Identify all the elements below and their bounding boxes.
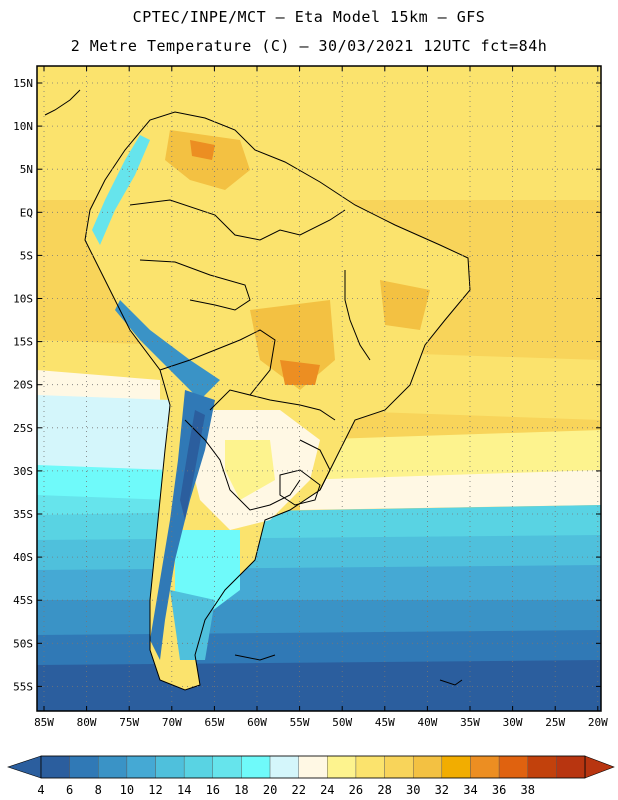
longitude-label: 70W (162, 716, 182, 729)
temperature-field (37, 66, 601, 711)
latitude-label: 15N (13, 77, 33, 90)
colorbar-label: 24 (320, 783, 334, 797)
latitude-label: 55S (13, 680, 33, 693)
longitude-label: 75W (119, 716, 139, 729)
latitude-label: 35S (13, 508, 33, 521)
colorbar-swatch (155, 755, 185, 779)
colorbar-high-arrow (584, 755, 615, 779)
colorbar-label: 34 (463, 783, 477, 797)
colorbar-labels: 4 6 8 10 12 14 16 18 20 22 24 26 28 30 32 34 36 38 (37, 783, 535, 797)
longitude-label: 80W (77, 716, 97, 729)
colorbar-swatch (298, 755, 328, 779)
latitude-label: 45S (13, 594, 33, 607)
map-frame (36, 65, 602, 712)
colorbar-swatch (470, 755, 500, 779)
colorbar-swatch (527, 755, 557, 779)
latitude-label: 40S (13, 551, 33, 564)
colorbar-swatch (183, 755, 213, 779)
colorbar-label: 6 (66, 783, 73, 797)
colorbar-label: 36 (492, 783, 506, 797)
colorbar-swatch (441, 755, 471, 779)
colorbar-swatch (498, 755, 528, 779)
latitude-label: 50S (13, 637, 33, 650)
colorbar-label: 8 (95, 783, 102, 797)
colorbar-label: 30 (406, 783, 420, 797)
map-gridlines (37, 66, 601, 711)
longitude-label: 55W (290, 716, 310, 729)
colorbar-swatch (556, 755, 586, 779)
longitude-label: 20W (588, 716, 608, 729)
longitude-label: 35W (460, 716, 480, 729)
longitude-label: 65W (204, 716, 224, 729)
colorbar-label: 38 (520, 783, 534, 797)
colorbar-label: 16 (206, 783, 220, 797)
latitude-label: 30S (13, 465, 33, 478)
latitude-label: 15S (13, 336, 33, 349)
map-title-line-2: 2 Metre Temperature (C) – 30/03/2021 12U… (70, 37, 548, 55)
latitude-label: EQ (20, 206, 33, 219)
latitude-label: 20S (13, 379, 33, 392)
colorbar-swatch (40, 755, 70, 779)
longitude-label: 60W (247, 716, 267, 729)
longitude-labels: 85W 80W 75W 70W 65W 60W 55W 50W 45W 40W 35W 30W 25W 2… (34, 716, 608, 729)
colorbar-label: 28 (377, 783, 391, 797)
political-boundaries (44, 89, 471, 691)
longitude-label: 30W (503, 716, 523, 729)
latitude-label: 5S (20, 249, 33, 262)
colorbar-swatch (98, 755, 128, 779)
latitude-label: 10S (13, 293, 33, 306)
latitude-labels: 15N 10N 5N EQ 5S 10S 15S 20S 25S 30S 35S 40S 45S 50S 5… (13, 77, 33, 693)
colorbar-swatch (355, 755, 385, 779)
colorbar-label: 18 (234, 783, 248, 797)
latitude-label: 10N (13, 120, 33, 133)
colorbar-swatch (126, 755, 156, 779)
colorbar-label: 14 (177, 783, 191, 797)
map-title-line-1: CPTEC/INPE/MCT – Eta Model 15km – GFS (132, 8, 486, 26)
colorbar-frame (40, 755, 586, 779)
colorbar-swatch (269, 755, 299, 779)
latitude-label: 25S (13, 422, 33, 435)
colorbar-label: 32 (435, 783, 449, 797)
longitude-label: 50W (332, 716, 352, 729)
colorbar-swatch (413, 755, 443, 779)
colorbar-low-arrow (7, 755, 42, 779)
longitude-label: 85W (34, 716, 54, 729)
longitude-label: 40W (417, 716, 437, 729)
colorbar-swatch (212, 755, 242, 779)
colorbar-label: 4 (37, 783, 44, 797)
colorbar-label: 12 (148, 783, 162, 797)
colorbar-label: 10 (120, 783, 134, 797)
axis-ticks (37, 66, 601, 711)
colorbar-swatch (327, 755, 357, 779)
temperature-colorbar (7, 755, 615, 779)
colorbar-swatch (384, 755, 414, 779)
longitude-label: 45W (375, 716, 395, 729)
latitude-label: 5N (20, 163, 33, 176)
colorbar-label: 22 (291, 783, 305, 797)
colorbar-label: 20 (263, 783, 277, 797)
colorbar-label: 26 (349, 783, 363, 797)
longitude-label: 25W (545, 716, 565, 729)
colorbar-swatch (69, 755, 99, 779)
colorbar-swatch (241, 755, 271, 779)
